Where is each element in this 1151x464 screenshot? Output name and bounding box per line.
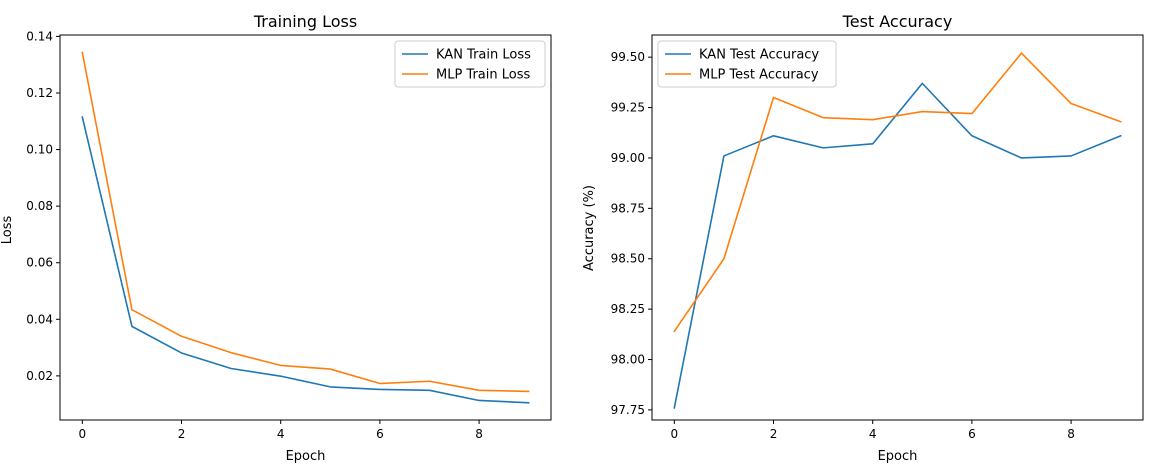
y-tick-label: 0.08	[26, 199, 53, 213]
legend-label: KAN Train Loss	[436, 48, 531, 63]
x-tick-label: 4	[869, 427, 877, 441]
x-tick-label: 4	[277, 427, 285, 441]
legend-box	[394, 40, 546, 88]
series-lines	[81, 51, 530, 404]
plot-frame	[651, 34, 1144, 421]
legend: KAN Train Loss MLP Train Loss	[394, 40, 546, 88]
axis-ticks: 0 2 4 6 8 97.75 98.00 98.25 98.50 98.75 99.00 99.25…	[611, 50, 1075, 441]
series-line-1	[81, 51, 530, 393]
y-tick-label: 0.12	[26, 86, 53, 100]
legend-label: KAN Test Accuracy	[699, 48, 819, 63]
chart-title: Test Accuracy	[842, 12, 953, 31]
x-tick-label: 0	[78, 427, 86, 441]
series-line-1	[673, 52, 1122, 333]
y-tick-label: 98.25	[611, 302, 645, 316]
y-tick-label: 99.50	[611, 50, 645, 64]
x-axis-label: Epoch	[878, 449, 918, 464]
y-tick-label: 0.10	[26, 143, 53, 157]
y-tick-label: 98.00	[611, 353, 645, 367]
x-axis-label: Epoch	[286, 449, 326, 464]
legend-label: MLP Train Loss	[436, 68, 530, 83]
x-tick-label: 6	[968, 427, 976, 441]
y-tick-label: 0.14	[26, 29, 53, 43]
y-tick-label: 98.50	[611, 252, 645, 266]
series-line-0	[81, 116, 530, 404]
x-tick-label: 2	[178, 427, 186, 441]
series-line-0	[673, 82, 1122, 409]
y-tick-label: 0.02	[26, 369, 53, 383]
y-tick-label: 99.00	[611, 151, 645, 165]
x-tick-label: 2	[770, 427, 778, 441]
x-tick-label: 8	[1067, 427, 1075, 441]
chart-title: Training Loss	[253, 12, 357, 31]
y-tick-label: 97.75	[611, 403, 645, 417]
y-tick-label: 0.06	[26, 256, 53, 270]
x-tick-label: 0	[670, 427, 678, 441]
legend-box	[657, 40, 837, 88]
series-lines	[673, 52, 1122, 409]
legend: KAN Test Accuracy MLP Test Accuracy	[657, 40, 837, 88]
y-axis-label: Loss	[0, 216, 15, 245]
y-tick-label: 99.25	[611, 101, 645, 115]
axis-ticks: 0 2 4 6 8 0.02 0.04 0.06 0.08 0.10 0.12 0.14	[26, 29, 483, 441]
test-accuracy-chart: Test Accuracy Epoch Accuracy (%) 0 2 4 6 8 97…	[582, 12, 1144, 464]
training-loss-chart: Training Loss Epoch Loss 0 2 4 6 8 0.02 0.04 0.…	[0, 12, 552, 464]
y-tick-label: 0.04	[26, 312, 53, 326]
plot-frame	[59, 34, 552, 421]
y-tick-label: 98.75	[611, 201, 645, 215]
x-tick-label: 6	[376, 427, 384, 441]
x-tick-label: 8	[475, 427, 483, 441]
y-axis-label: Accuracy (%)	[582, 185, 597, 271]
legend-label: MLP Test Accuracy	[699, 68, 819, 83]
